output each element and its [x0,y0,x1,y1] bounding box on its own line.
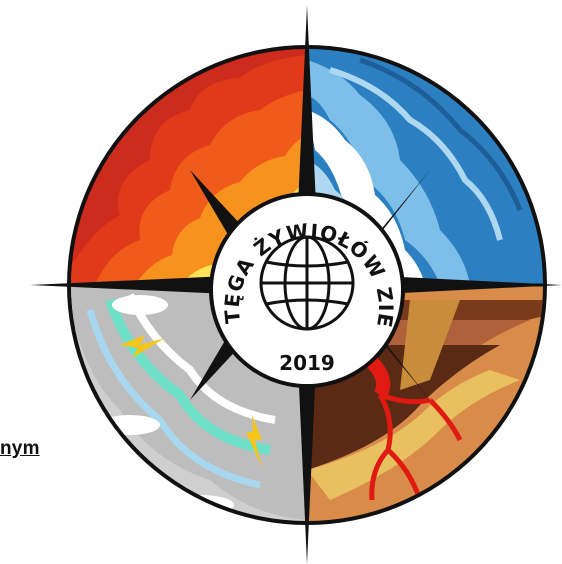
partial-underlined-text: nym [0,438,40,459]
air-quadrant [71,285,308,521]
seal-year: 2019 [279,351,335,375]
globe-icon [259,235,355,331]
